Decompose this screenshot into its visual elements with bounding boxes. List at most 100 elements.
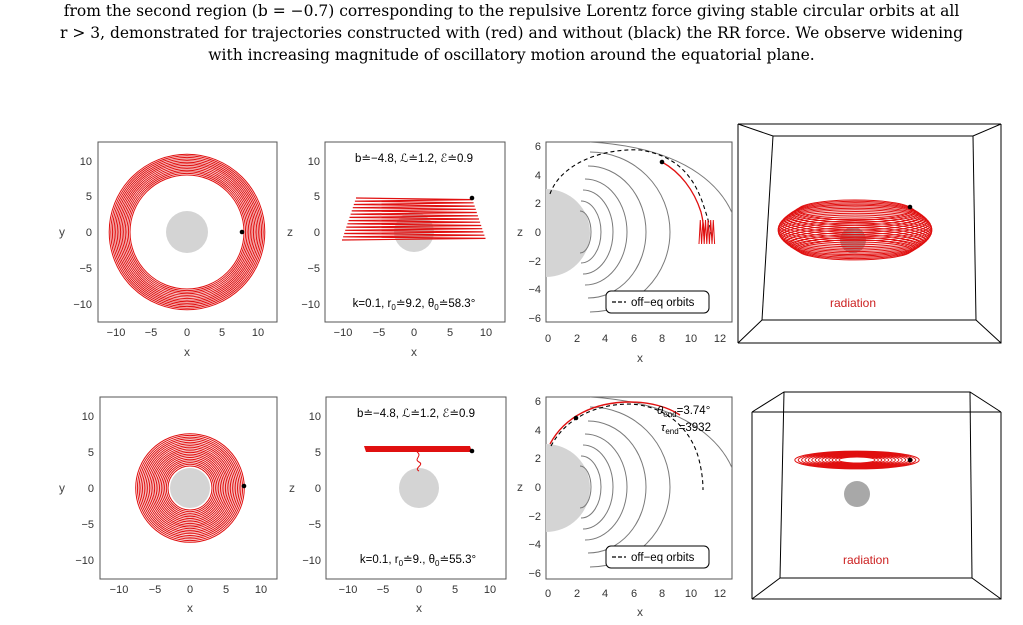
tick-label: 8 [659,333,665,345]
off-eq-orbit-curves [579,397,732,568]
tick-label: 0 [545,333,551,345]
trajectory-loop [778,218,932,248]
tick-label: 0 [535,482,541,494]
no-rr-trajectory [550,403,704,491]
tick-label: −5 [373,327,386,339]
tick-label: 10 [252,327,264,339]
caption-line-3: with increasing magnitude of oscillatory… [208,46,815,64]
tick-label: 0 [416,584,422,596]
trajectory-loop [835,456,879,464]
trajectory-loop [162,460,218,516]
trajectory-loop [153,451,227,525]
trajectory-loop [118,163,256,301]
tick-label: −10 [334,327,353,339]
params-bottom: k=0.1, r0≐9., θ0≐55.3° [360,554,476,568]
tick-label: 10 [480,327,492,339]
trajectory-loop [124,169,250,295]
tick-label: −10 [302,555,321,567]
red-trajectory-3d [794,450,920,470]
tick-label: 4 [535,170,541,182]
legend-box [605,545,710,569]
panel-xy-row2: −10 −5 0 5 10 10 5 0 −5 −10 x y [59,396,278,615]
trajectory-loop [108,153,266,311]
x-axis-label: x [184,345,190,359]
tick-label: 0 [187,584,193,596]
tick-label: 5 [314,191,320,203]
trajectory-loop [145,443,235,533]
trajectory-loop [794,450,920,470]
red-trajectory-oscillation [341,197,486,241]
tick-label: −4 [528,539,541,551]
particle-marker [659,159,665,165]
red-trajectory-band [364,446,472,452]
black-hole [166,211,208,253]
y-ticks: 10 5 0 −5 −10 [302,411,321,567]
z-axis-label: z [287,225,293,239]
x-axis-label: x [187,601,193,615]
3d-box [737,123,1002,344]
trajectory-loop [110,155,264,309]
trajectory-loop [140,438,240,538]
x-ticks: −10 −5 0 5 10 [339,584,496,596]
particle-marker [239,229,245,235]
z-axis-label: z [517,225,523,239]
tick-label: 2 [535,453,541,465]
tick-label: 10 [82,411,94,423]
trajectory-oscillation [341,197,486,241]
tick-label: 10 [80,156,92,168]
tick-label: −5 [149,584,162,596]
y-ticks: 10 5 0 −5 −10 [73,156,92,311]
particle-marker [573,415,579,421]
tick-label: −2 [528,256,541,268]
red-trajectory [549,401,681,445]
tick-label: 6 [631,333,637,345]
trajectory-loop [113,158,261,306]
y-ticks: 10 5 0 −5 −10 [75,411,94,567]
tick-label: −10 [339,584,358,596]
y-axis-label: y [59,481,65,495]
no-rr-trajectory [549,149,713,241]
panel-3d-row2: radiation [751,391,1002,600]
trajectory-loop [121,166,253,298]
y-ticks: 10 5 0 −5 −10 [301,156,320,311]
legend-label: off−eq orbits [631,552,695,564]
tick-label: 5 [223,584,229,596]
red-trajectory-ring [108,153,266,311]
figure-caption: from the second region (b = −0.7) corres… [0,0,1023,66]
panel-xz-row1: b≐−4.8, ℒ≐1.2, ℰ≐0.9 k=0.1, r0≐9.2, θ0≐5… [287,141,506,359]
legend: off−eq orbits [605,290,710,314]
tick-label: −4 [528,284,541,296]
trajectory-loop [838,456,876,464]
trajectory-loop [138,436,242,540]
trajectory-loop [147,445,233,531]
trajectory-loop [123,168,251,296]
particle-marker [907,204,913,210]
tick-label: 2 [535,198,541,210]
radiation-label: radiation [843,553,889,567]
trajectory-loop [778,220,932,249]
trajectory-loop [167,465,213,511]
panel-meridional-row1: off−eq orbits 0 2 4 6 8 10 12 6 4 2 0 −2… [517,141,733,365]
tick-label: 4 [602,588,608,600]
trajectory-loop [783,227,927,254]
particle-marker [907,457,913,463]
tick-label: −5 [377,584,390,596]
black-hole [844,481,870,507]
tick-label: 6 [631,588,637,600]
plot-frame [325,396,507,580]
trajectory-loop [116,161,258,303]
trajectory-loop [777,214,933,244]
x-ticks: −10 −5 0 5 10 [107,327,264,339]
tick-label: 0 [88,483,94,495]
tick-label: 5 [86,191,92,203]
tick-label: −2 [528,511,541,523]
tick-label: 6 [535,141,541,153]
tick-label: 2 [574,588,580,600]
black-hole [399,468,439,508]
trajectory-loop [788,232,922,257]
tick-label: 10 [685,588,697,600]
params-bottom: k=0.1, r0≐9.2, θ0≐58.3° [353,298,476,312]
tick-label: 8 [659,588,665,600]
tick-label: 4 [602,333,608,345]
radiation-label: radiation [830,296,876,310]
